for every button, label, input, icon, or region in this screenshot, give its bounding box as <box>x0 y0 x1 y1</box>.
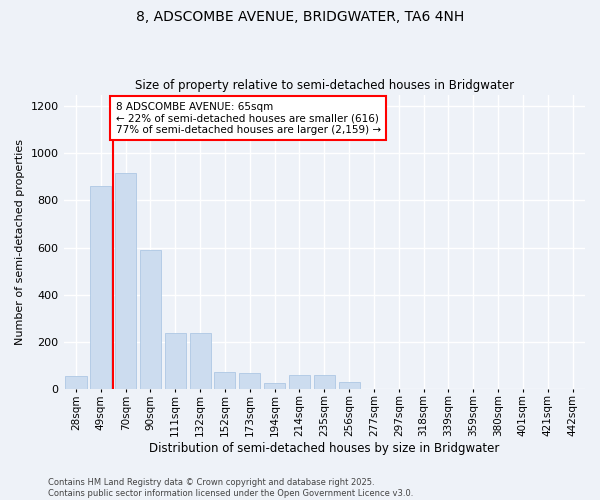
Bar <box>314 374 335 389</box>
Text: 8, ADSCOMBE AVENUE, BRIDGWATER, TA6 4NH: 8, ADSCOMBE AVENUE, BRIDGWATER, TA6 4NH <box>136 10 464 24</box>
Bar <box>289 374 310 389</box>
Text: Contains HM Land Registry data © Crown copyright and database right 2025.
Contai: Contains HM Land Registry data © Crown c… <box>48 478 413 498</box>
Title: Size of property relative to semi-detached houses in Bridgwater: Size of property relative to semi-detach… <box>135 79 514 92</box>
Bar <box>115 174 136 389</box>
Bar <box>264 383 285 389</box>
Bar <box>239 374 260 389</box>
X-axis label: Distribution of semi-detached houses by size in Bridgwater: Distribution of semi-detached houses by … <box>149 442 499 455</box>
Bar <box>214 372 235 389</box>
Bar <box>90 186 112 389</box>
Y-axis label: Number of semi-detached properties: Number of semi-detached properties <box>15 138 25 344</box>
Bar <box>190 334 211 389</box>
Bar <box>338 382 359 389</box>
Text: 8 ADSCOMBE AVENUE: 65sqm
← 22% of semi-detached houses are smaller (616)
77% of : 8 ADSCOMBE AVENUE: 65sqm ← 22% of semi-d… <box>116 102 381 135</box>
Bar <box>65 376 86 389</box>
Bar <box>165 334 186 389</box>
Bar <box>140 250 161 389</box>
